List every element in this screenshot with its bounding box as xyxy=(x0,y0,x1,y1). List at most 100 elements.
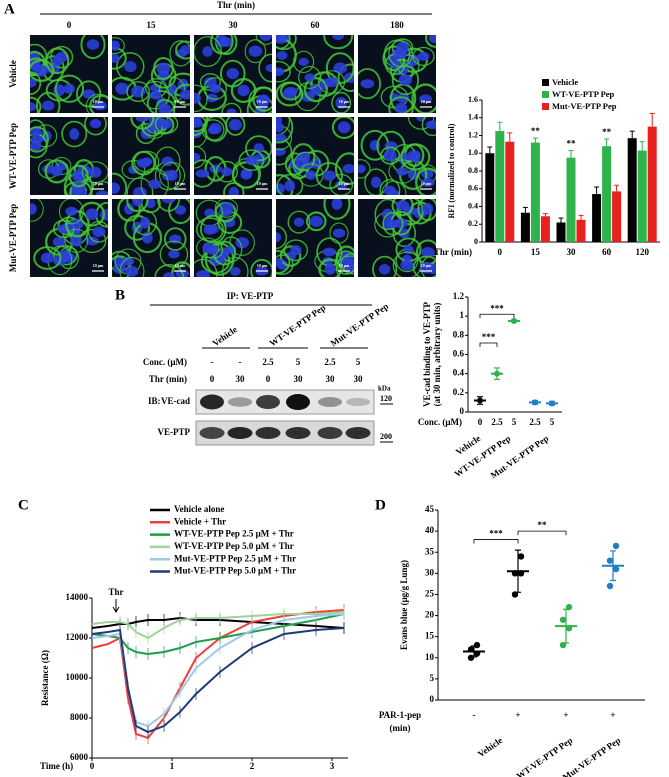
cell-membrane xyxy=(331,91,352,113)
nucleus xyxy=(203,224,217,235)
cell-membrane xyxy=(126,199,149,213)
nucleus xyxy=(276,67,285,77)
error-bar xyxy=(487,146,493,154)
nucleus xyxy=(425,120,436,129)
y-tick-label: 0.6 xyxy=(453,349,465,359)
x-tick-label: 0 xyxy=(498,247,503,257)
nucleus xyxy=(86,39,100,50)
cell-membrane xyxy=(30,71,42,96)
cell-membrane xyxy=(194,36,222,67)
ib-label: IB: xyxy=(148,396,161,406)
y-axis-label: Evans blue (μg/g Lung) xyxy=(399,560,409,650)
nucleus xyxy=(70,234,83,247)
cell-membrane xyxy=(318,258,342,277)
annotation: Thr xyxy=(108,587,123,597)
nucleus xyxy=(342,163,354,174)
nucleus xyxy=(93,101,105,110)
cell-membrane xyxy=(133,150,160,173)
nucleus xyxy=(322,247,337,257)
nucleus xyxy=(419,94,432,104)
column-label: 0 xyxy=(67,20,72,30)
significance: ** xyxy=(567,139,577,149)
significance: ** xyxy=(531,126,541,136)
scale-bar-label: 10 μm xyxy=(93,263,104,268)
cell-membrane xyxy=(417,199,436,222)
y-tick-label: 1 xyxy=(460,310,465,320)
x-tick-label: 2 xyxy=(250,761,255,771)
nucleus xyxy=(259,35,272,41)
micrograph xyxy=(358,35,436,113)
error-bar xyxy=(594,186,600,195)
significance-bracket xyxy=(473,539,519,544)
x-tick-label: 60 xyxy=(602,247,612,257)
error-bar xyxy=(614,184,620,192)
cell-membrane xyxy=(194,117,209,137)
nucleus xyxy=(161,156,174,167)
cell-membrane xyxy=(78,201,106,227)
error-bar xyxy=(568,150,574,158)
scale-bar-label: 10 μm xyxy=(421,181,432,186)
nucleus xyxy=(160,119,173,129)
cell-membrane xyxy=(214,199,239,218)
cell-membrane xyxy=(33,246,62,270)
cell-membrane xyxy=(53,245,78,266)
legend-label: Mut-VE-PTP Pep 2.5 μM + Thr xyxy=(174,553,296,563)
x-tick-label: - xyxy=(473,710,476,720)
lane-group: Mut-VE-PTP Pep xyxy=(329,301,391,348)
micrograph xyxy=(276,117,354,195)
bar xyxy=(485,153,495,242)
nucleus xyxy=(221,167,233,177)
micrograph xyxy=(30,199,108,277)
nucleus xyxy=(304,73,315,82)
y-tick-label: 30 xyxy=(425,567,435,577)
data-point xyxy=(612,565,620,573)
significance-bracket xyxy=(517,530,567,536)
band xyxy=(256,395,280,409)
x-tick-label: 120 xyxy=(635,247,649,257)
legend-label: Vehicle alone xyxy=(174,504,224,514)
cell-membrane xyxy=(54,74,85,103)
cell-membrane xyxy=(156,199,181,212)
cell-membrane xyxy=(68,164,89,188)
y-tick-label: 8000 xyxy=(70,712,89,722)
nucleus xyxy=(265,63,272,73)
bar xyxy=(627,138,637,242)
data-point xyxy=(559,616,567,623)
nucleus xyxy=(396,93,410,103)
panel-label: B xyxy=(115,287,125,303)
cell-membrane xyxy=(379,178,401,195)
cell-membrane xyxy=(89,181,108,195)
cell-membrane xyxy=(225,117,246,136)
cell-membrane xyxy=(159,161,186,189)
conc-value: 2.5 xyxy=(324,357,336,367)
significance-bracket xyxy=(479,313,515,319)
nucleus xyxy=(346,258,354,269)
nucleus xyxy=(226,108,237,113)
nucleus xyxy=(282,89,297,99)
nucleus xyxy=(52,236,66,247)
nucleus xyxy=(305,170,317,180)
series-line xyxy=(91,616,345,629)
micrograph xyxy=(30,117,108,195)
bar xyxy=(612,191,622,242)
bar xyxy=(520,212,530,242)
x-title: (min) xyxy=(390,723,411,733)
nucleus xyxy=(124,61,137,73)
band xyxy=(346,397,370,407)
significance: ** xyxy=(602,127,612,137)
data-point xyxy=(473,641,481,649)
nucleus xyxy=(112,53,120,63)
conc-label: Conc. (μM) xyxy=(143,357,187,367)
data-point xyxy=(467,654,475,661)
x-tick-label: 3 xyxy=(330,761,335,771)
micrograph xyxy=(276,199,354,277)
cell-membrane xyxy=(126,81,150,103)
nucleus xyxy=(205,93,218,103)
significance: *** xyxy=(490,303,504,313)
legend-label: Mut-VE-PTP Pep xyxy=(552,101,617,111)
cell-membrane xyxy=(340,252,354,275)
nucleus xyxy=(65,206,78,216)
cell-membrane xyxy=(276,60,291,83)
cell-membrane xyxy=(175,40,190,60)
